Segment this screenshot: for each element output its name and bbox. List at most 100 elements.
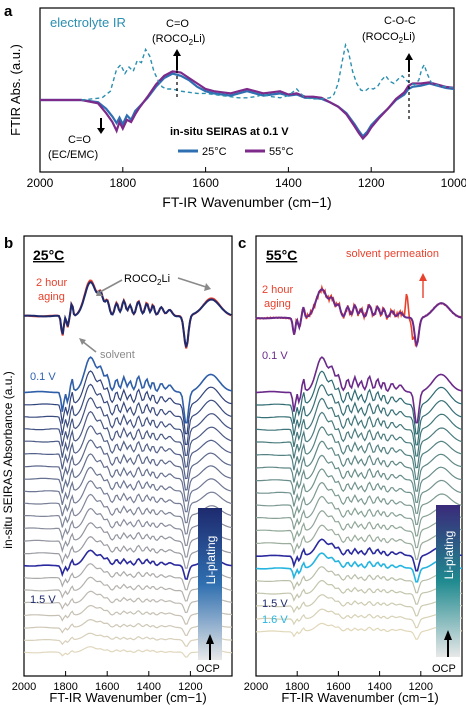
panel-c-aging2: aging bbox=[264, 298, 291, 310]
panel-a-series-2 bbox=[81, 42, 455, 101]
panel-bc-ylabel: in-situ SEIRAS Absorbance (a.u.) bbox=[1, 371, 15, 548]
panel-c-trace-14 bbox=[255, 552, 463, 583]
panel-c-trace-12 bbox=[255, 524, 463, 561]
panel-b-trace-3 bbox=[24, 397, 233, 457]
panel-b-xtick-label: 1200 bbox=[178, 681, 202, 693]
ec-co-label: C=O bbox=[68, 134, 91, 146]
panel-c-trace-7 bbox=[256, 454, 463, 503]
panel-b-aging2: aging bbox=[38, 291, 65, 303]
panel-b-trace-11 bbox=[23, 507, 233, 547]
panel-b-xtick-label: 1600 bbox=[95, 681, 119, 693]
roco-co-sub: (ROCO2Li) bbox=[152, 33, 205, 47]
panel-c-trace-10 bbox=[256, 495, 463, 537]
panel-c-trace-0 bbox=[256, 356, 463, 424]
panel-c-ocp: OCP bbox=[432, 663, 456, 675]
panel-b-xtick-label: 2000 bbox=[12, 681, 36, 693]
panel-b-1.5v: 1.5 V bbox=[30, 594, 56, 606]
panel-b-xlabel: FT-IR Wavenumber (cm−1) bbox=[49, 690, 206, 705]
electrolyte-ir-label: electrolyte IR bbox=[50, 15, 126, 30]
panel-a-xtick-label: 1800 bbox=[109, 176, 136, 190]
panel-c-aging-trace-0 bbox=[255, 284, 463, 348]
panel-b: 2000 1800 1600 1400 1200 25°C 2 hour aging R… bbox=[12, 235, 233, 705]
panel-b-li-plating-label: Li-plating bbox=[204, 536, 218, 585]
panel-c-xlabel: FT-IR Wavenumber (cm−1) bbox=[281, 690, 438, 705]
panel-a-frame bbox=[39, 7, 455, 173]
panel-b-trace-6 bbox=[23, 439, 233, 491]
panel-a-xlabel: FT-IR Wavenumber (cm−1) bbox=[162, 194, 331, 210]
panel-label-a: a bbox=[4, 3, 13, 20]
panel-a-xtick-label: 1600 bbox=[192, 176, 219, 190]
panel-b-trace-2 bbox=[23, 383, 233, 445]
panel-b-aging-trace-1 bbox=[24, 281, 232, 348]
panel-c-xtick-label: 1400 bbox=[367, 681, 391, 693]
panel-b-trace-5 bbox=[23, 425, 233, 480]
panel-a-xtick-label: 1400 bbox=[275, 176, 302, 190]
panel-b-trace-9 bbox=[23, 480, 233, 524]
legend-25c-label: 25°C bbox=[202, 146, 227, 158]
panel-b-trace-19 bbox=[24, 618, 232, 636]
panel-c-xtick-label: 1600 bbox=[326, 681, 350, 693]
panel-a-xtick-label: 1200 bbox=[358, 176, 385, 190]
roco-arrow bbox=[173, 49, 181, 100]
panel-c-trace-1 bbox=[255, 370, 463, 435]
panel-c-xtick-label: 1200 bbox=[409, 681, 433, 693]
panel-label-b: b bbox=[4, 235, 13, 252]
panel-b-trace-17 bbox=[23, 590, 233, 614]
panel-c-permeation-arrow bbox=[419, 273, 427, 298]
panel-b-title: 25°C bbox=[33, 247, 64, 263]
panel-b-trace-12 bbox=[23, 522, 233, 558]
panel-a-ylabel: FTIR Abs. (a.u.) bbox=[8, 44, 23, 136]
panel-b-trace-7 bbox=[24, 453, 233, 502]
panel-c-aging: 2 hour bbox=[262, 284, 294, 296]
panel-c-trace-6 bbox=[255, 440, 463, 492]
panel-c-trace-3 bbox=[256, 397, 463, 457]
coc-label: C-O-C bbox=[384, 15, 416, 27]
panel-a-series-1 bbox=[40, 70, 455, 141]
ec-co-sub: (EC/EMC) bbox=[48, 149, 98, 161]
panel-c-frame bbox=[255, 235, 463, 677]
coc-sub: (ROCO2Li) bbox=[362, 31, 415, 45]
panel-c-trace-11 bbox=[255, 510, 463, 549]
panel-c-1.6v: 1.6 V bbox=[262, 614, 288, 626]
ec-arrow bbox=[97, 118, 105, 134]
panel-b-trace-16 bbox=[24, 576, 233, 602]
panel-b-ocp: OCP bbox=[196, 663, 220, 675]
panel-c-trace-19 bbox=[256, 622, 462, 640]
panel-c-trace-17 bbox=[255, 594, 463, 617]
panel-b-xtick-label: 1800 bbox=[53, 681, 77, 693]
panel-c: 2000 1800 1600 1400 1200 55°C solvent permea… bbox=[244, 235, 463, 705]
legend-item-25c: 25°C bbox=[178, 146, 227, 158]
panel-b-li-plating-bar: Li-plating bbox=[198, 508, 222, 660]
panel-b-frame bbox=[23, 235, 233, 677]
panel-label-c: c bbox=[238, 235, 246, 252]
panel-b-trace-14 bbox=[23, 549, 233, 580]
panel-c-0.1v: 0.1 V bbox=[262, 350, 288, 362]
panel-c-trace-13 bbox=[256, 538, 463, 572]
panel-c-aging-trace-1 bbox=[255, 288, 463, 349]
panel-b-aging: 2 hour bbox=[36, 277, 68, 289]
panel-c-title: 55°C bbox=[266, 247, 297, 263]
panel-b-trace-10 bbox=[24, 493, 233, 535]
panel-c-trace-18 bbox=[255, 608, 463, 629]
panel-b-trace-8 bbox=[23, 466, 233, 513]
panel-c-trace-2 bbox=[255, 384, 463, 446]
panel-b-trace-18 bbox=[23, 604, 233, 625]
panel-b-trace-13 bbox=[24, 536, 233, 569]
panel-c-xtick-label: 2000 bbox=[244, 681, 268, 693]
legend-55c-label: 55°C bbox=[269, 146, 294, 158]
panel-c-li-plating-bar: Li-plating bbox=[436, 505, 460, 657]
panel-c-trace-16 bbox=[256, 579, 463, 605]
panel-b-xtick-label: 1400 bbox=[137, 681, 161, 693]
panel-a: 2000 1800 1600 1400 1200 1000 FTIR Abs. (a.u.… bbox=[8, 7, 466, 210]
roco-co-label: C=O bbox=[166, 18, 189, 30]
panel-b-trace-20 bbox=[23, 632, 232, 647]
panel-b-roco-label: ROCO2Li bbox=[124, 273, 170, 287]
panel-b-trace-4 bbox=[23, 410, 233, 468]
panel-b-0.1v: 0.1 V bbox=[30, 371, 56, 383]
panel-b-roco-arrows bbox=[96, 277, 211, 296]
panel-c-trace-9 bbox=[255, 481, 463, 526]
panel-b-trace-1 bbox=[23, 370, 233, 435]
legend-title: in-situ SEIRAS at 0.1 V bbox=[170, 126, 289, 138]
coc-arrow bbox=[405, 53, 413, 120]
